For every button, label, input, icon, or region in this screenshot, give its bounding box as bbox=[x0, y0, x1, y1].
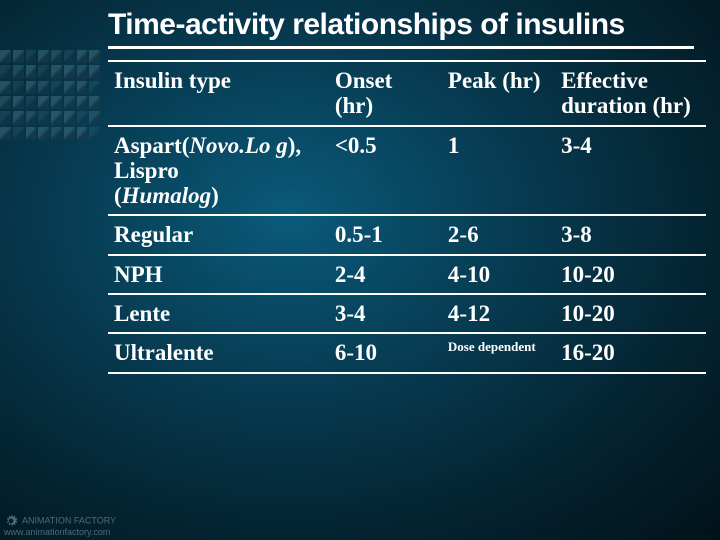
text-italic: Humalog bbox=[122, 183, 211, 208]
table-row: Aspart(Novo.Lo g), Lispro (Humalog) <0.5… bbox=[108, 126, 706, 216]
cell-onset: 0.5-1 bbox=[329, 215, 442, 254]
footer-line1: ANIMATION FACTORY bbox=[22, 515, 116, 525]
table-row: Lente 3-4 4-12 10-20 bbox=[108, 294, 706, 333]
text-italic: Novo.Lo g bbox=[189, 133, 287, 158]
cell-onset: 2-4 bbox=[329, 255, 442, 294]
cell-type: NPH bbox=[108, 255, 329, 294]
gear-icon bbox=[4, 514, 18, 528]
table-row: Ultralente 6-10 Dose dependent 16-20 bbox=[108, 333, 706, 372]
cell-peak: 4-12 bbox=[442, 294, 555, 333]
cell-onset: 3-4 bbox=[329, 294, 442, 333]
col-header-peak: Peak (hr) bbox=[442, 61, 555, 126]
cell-effective: 16-20 bbox=[555, 333, 706, 372]
cell-peak: 4-10 bbox=[442, 255, 555, 294]
text: Aspart( bbox=[114, 133, 189, 158]
cell-peak: 1 bbox=[442, 126, 555, 216]
text: Lispro bbox=[114, 158, 179, 183]
cell-effective: 3-8 bbox=[555, 215, 706, 254]
col-header-type: Insulin type bbox=[108, 61, 329, 126]
col-header-effective: Effective duration (hr) bbox=[555, 61, 706, 126]
table-row: NPH 2-4 4-10 10-20 bbox=[108, 255, 706, 294]
text: ), bbox=[288, 133, 301, 158]
table-row: Regular 0.5-1 2-6 3-8 bbox=[108, 215, 706, 254]
cell-type: Aspart(Novo.Lo g), Lispro (Humalog) bbox=[108, 126, 329, 216]
cell-type: Regular bbox=[108, 215, 329, 254]
table-header-row: Insulin type Onset (hr) Peak (hr) Effect… bbox=[108, 61, 706, 126]
cell-type: Lente bbox=[108, 294, 329, 333]
title-underline bbox=[108, 46, 694, 49]
text: ( bbox=[114, 183, 122, 208]
footer-credit: ANIMATION FACTORY www.animationfactory.c… bbox=[4, 514, 116, 538]
cell-peak: 2-6 bbox=[442, 215, 555, 254]
page-title: Time-activity relationships of insulins bbox=[108, 8, 700, 42]
cell-effective: 10-20 bbox=[555, 255, 706, 294]
cell-onset: 6-10 bbox=[329, 333, 442, 372]
text: ) bbox=[211, 183, 219, 208]
cell-onset: <0.5 bbox=[329, 126, 442, 216]
cell-type: Ultralente bbox=[108, 333, 329, 372]
title-block: Time-activity relationships of insulins bbox=[108, 8, 700, 49]
cell-peak: Dose dependent bbox=[442, 333, 555, 372]
cell-effective: 3-4 bbox=[555, 126, 706, 216]
insulin-table: Insulin type Onset (hr) Peak (hr) Effect… bbox=[108, 60, 706, 374]
decorative-grid bbox=[0, 50, 100, 140]
footer-line2: www.animationfactory.com bbox=[4, 527, 110, 537]
cell-effective: 10-20 bbox=[555, 294, 706, 333]
col-header-onset: Onset (hr) bbox=[329, 61, 442, 126]
